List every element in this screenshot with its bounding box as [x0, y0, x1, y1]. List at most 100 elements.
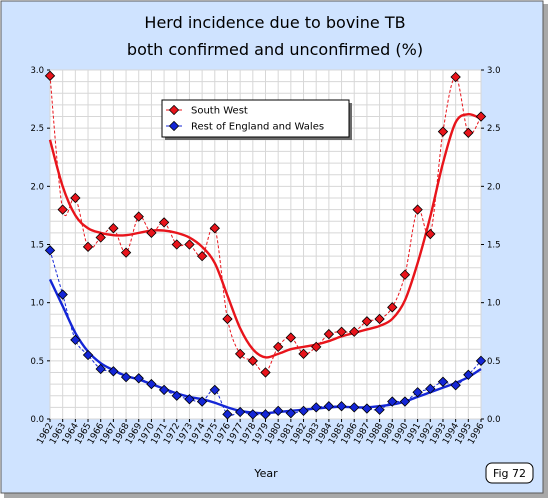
data-point-rest-of-england-and-wales: [285, 408, 297, 419]
series-trend-line-south-west: [48, 113, 482, 359]
data-point-rest-of-england-and-wales: [95, 363, 106, 375]
data-point-rest-of-england-and-wales: [463, 369, 474, 380]
data-point-south-west: [336, 326, 347, 337]
series-dashed-line-south-west: [49, 75, 482, 374]
data-point-rest-of-england-and-wales: [387, 396, 398, 407]
data-point-rest-of-england-and-wales: [146, 378, 157, 390]
data-point-rest-of-england-and-wales: [412, 387, 423, 398]
chart-title-line-2: both confirmed and unconfirmed (%): [127, 40, 423, 59]
data-point-south-west: [323, 328, 335, 340]
data-point-south-west: [222, 313, 233, 325]
data-point-south-west: [158, 217, 170, 228]
data-point-south-west: [70, 192, 81, 204]
data-point-south-west: [260, 367, 271, 378]
y-tick-label-left: 2.0: [30, 182, 44, 192]
y-tick-label-left: 0.0: [30, 415, 44, 425]
data-point-rest-of-england-and-wales: [70, 334, 81, 346]
data-point-rest-of-england-and-wales: [475, 355, 487, 366]
fig-badge-box: [485, 462, 534, 484]
data-point-south-west: [133, 211, 144, 222]
data-point-rest-of-england-and-wales: [222, 409, 233, 420]
legend-label-rest-of-england-and-wales: Rest of England and Wales: [191, 122, 324, 133]
data-point-south-west: [108, 223, 119, 234]
data-point-south-west: [285, 332, 297, 343]
data-point-rest-of-england-and-wales: [361, 403, 373, 414]
data-point-south-west: [171, 239, 182, 250]
data-point-rest-of-england-and-wales: [120, 371, 132, 383]
data-point-south-west: [425, 228, 436, 240]
data-point-south-west: [95, 232, 106, 243]
series-south-west: [44, 70, 487, 378]
data-point-south-west: [361, 316, 373, 327]
data-point-rest-of-england-and-wales: [260, 409, 271, 420]
grid: [49, 69, 482, 420]
data-point-rest-of-england-and-wales: [349, 402, 360, 413]
y-tick-label-left: 2.5: [30, 124, 44, 134]
data-point-south-west: [184, 239, 195, 250]
data-point-south-west: [374, 313, 385, 325]
fig-badge: Fig 72: [485, 462, 534, 484]
legend: South West Rest of England and Wales: [161, 99, 352, 140]
x-axis-label: Year: [253, 467, 278, 480]
data-point-rest-of-england-and-wales: [298, 405, 309, 417]
data-point-south-west: [196, 250, 208, 262]
y-tick-label-left: 1.5: [30, 241, 44, 251]
y-tick-label-right: 2.5: [487, 124, 501, 134]
data-point-south-west: [475, 111, 487, 122]
data-point-south-west: [412, 204, 423, 215]
y-tick-label-left: 0.5: [30, 357, 44, 367]
data-point-south-west: [437, 126, 449, 137]
data-point-south-west: [234, 348, 246, 360]
data-point-rest-of-england-and-wales: [196, 396, 208, 407]
series-rest-of-england-and-wales: [44, 245, 487, 420]
legend-marker-rest-of-england-and-wales: [168, 120, 180, 132]
data-point-south-west: [120, 247, 132, 258]
data-point-rest-of-england-and-wales: [108, 366, 119, 377]
data-point-rest-of-england-and-wales: [57, 289, 68, 300]
data-point-south-west: [450, 71, 461, 83]
data-point-rest-of-england-and-wales: [374, 404, 385, 415]
data-point-rest-of-england-and-wales: [82, 349, 94, 361]
data-point-rest-of-england-and-wales: [247, 409, 258, 420]
data-point-south-west: [209, 223, 220, 234]
data-point-south-west: [82, 241, 94, 252]
data-point-south-west: [298, 348, 309, 360]
data-point-rest-of-england-and-wales: [44, 245, 56, 256]
y-tick-label-right: 1.0: [487, 299, 501, 309]
data-point-rest-of-england-and-wales: [437, 376, 449, 387]
y-tick-label-right: 3.0: [487, 66, 501, 76]
legend-box: [161, 99, 350, 138]
y-tick-label-right: 1.5: [487, 241, 501, 251]
legend-label-south-west: South West: [191, 106, 248, 117]
y-tick-label-left: 3.0: [30, 66, 44, 76]
series-layer: [44, 70, 487, 420]
legend-marker-south-west: [168, 104, 180, 116]
data-point-rest-of-england-and-wales: [323, 401, 335, 412]
data-point-rest-of-england-and-wales: [450, 380, 461, 391]
data-point-south-west: [349, 326, 360, 337]
data-point-rest-of-england-and-wales: [158, 384, 170, 396]
data-point-rest-of-england-and-wales: [234, 406, 246, 418]
data-point-rest-of-england-and-wales: [336, 401, 347, 412]
data-point-south-west: [273, 341, 284, 353]
data-point-south-west: [146, 227, 157, 239]
data-point-south-west: [387, 302, 398, 313]
data-point-rest-of-england-and-wales: [311, 402, 322, 413]
data-point-rest-of-england-and-wales: [399, 396, 411, 407]
data-point-rest-of-england-and-wales: [133, 373, 144, 384]
data-point-south-west: [247, 355, 258, 366]
y-tick-label-right: 0.5: [487, 357, 501, 367]
chart-title-line-1: Herd incidence due to bovine TB: [144, 13, 405, 32]
data-point-south-west: [311, 341, 322, 353]
data-point-rest-of-england-and-wales: [184, 394, 195, 405]
data-point-south-west: [44, 70, 56, 81]
y-tick-label-left: 1.0: [30, 299, 44, 309]
data-point-rest-of-england-and-wales: [273, 405, 284, 417]
data-point-south-west: [57, 204, 68, 215]
x-axis: 1962196319641965196619671968196919701971…: [35, 419, 487, 446]
data-point-south-west: [463, 127, 474, 138]
y-axis: 0.0 0.0 0.5 0.5 1.0 1.0 1.5 1.5 2.0 2.0 2.5 2.5 3.0 3…: [30, 66, 500, 425]
data-point-south-west: [399, 269, 411, 280]
